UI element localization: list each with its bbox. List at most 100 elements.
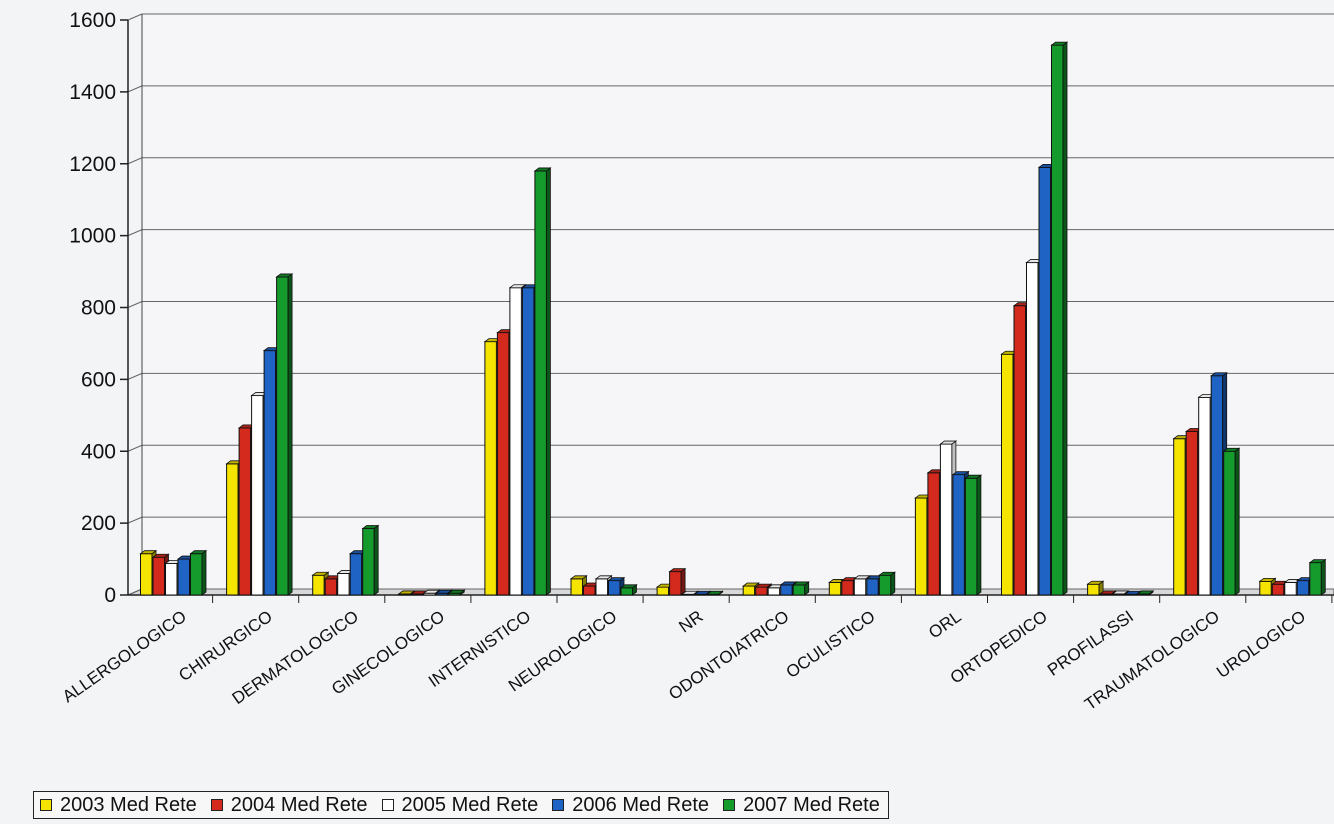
bar-top: [1086, 580, 1105, 585]
bar-top: [361, 525, 380, 529]
bar-top: [569, 575, 588, 580]
bar-top: [435, 589, 453, 594]
legend-swatch: [381, 799, 394, 811]
y-tick-label: 0: [104, 584, 116, 607]
bar-front: [866, 578, 879, 596]
x-tick-label: ORL: [925, 607, 965, 643]
bar-front: [755, 586, 768, 596]
bar-top: [151, 553, 170, 558]
y-tick-label: 400: [81, 440, 116, 463]
bar-top: [951, 471, 970, 476]
bar-front: [1284, 581, 1297, 596]
bar-top: [275, 273, 294, 278]
bar-front: [152, 556, 165, 596]
bar-side: [287, 273, 293, 596]
legend-label: 2006 Med Rete: [572, 793, 710, 816]
legend-label: 2004 Med Rete: [230, 793, 368, 816]
legend-item: 2003 Med Rete: [40, 794, 197, 817]
bar-front: [939, 443, 953, 596]
bar-side: [890, 571, 896, 596]
bar-top: [693, 590, 712, 595]
bar-front: [324, 578, 338, 596]
bar-front: [952, 474, 965, 596]
legend-item: 2005 Med Rete: [381, 793, 539, 817]
bar-front: [1223, 450, 1236, 596]
bar-top: [668, 568, 687, 573]
bar-front: [1210, 375, 1224, 596]
legend: 2003 Med Rete 2004 Med Rete 2005 Med Rete 2…: [33, 791, 889, 819]
legend-swatch: [40, 799, 52, 811]
bar-front: [312, 574, 325, 596]
gridline-diagonal: [127, 588, 143, 596]
gridline-diagonal: [127, 372, 143, 380]
bar-front: [595, 578, 608, 596]
y-tick-label: 200: [81, 512, 116, 535]
bar-top: [1222, 447, 1241, 452]
bar: [1086, 580, 1105, 596]
bar-side: [1320, 558, 1326, 596]
bar-front: [140, 553, 153, 596]
y-tick-label: 1000: [69, 225, 116, 248]
bar-top: [1136, 590, 1155, 595]
bar-front: [534, 170, 547, 596]
bar-front: [853, 578, 867, 596]
bar: [964, 474, 983, 596]
y-tick-label: 1600: [69, 9, 116, 32]
bar-front: [792, 584, 806, 596]
bar-front: [263, 350, 277, 596]
bar-top: [792, 581, 810, 586]
bar-top: [311, 571, 330, 576]
bar-front: [1259, 580, 1272, 596]
bar-front: [509, 287, 522, 596]
bar-front: [1309, 562, 1322, 596]
bar: [1050, 41, 1069, 596]
bar-side: [373, 524, 379, 596]
gridline-diagonal: [127, 444, 143, 452]
legend-label: 2003 Med Rete: [60, 793, 197, 816]
bar-front: [226, 463, 239, 596]
bar-top: [853, 575, 871, 580]
bar-top: [1050, 41, 1069, 46]
x-tick-label: UROLOGICO: [1213, 607, 1309, 682]
bar: [189, 549, 208, 596]
bar-top: [139, 550, 158, 555]
bar-front: [521, 287, 535, 596]
bar-side: [1234, 447, 1240, 596]
bar-front: [1051, 44, 1064, 596]
y-tick-label: 1200: [69, 153, 116, 176]
bar: [1136, 590, 1155, 596]
bar-top: [533, 167, 552, 172]
legend-item: 2004 Med Rete: [210, 793, 368, 817]
bar-top: [594, 575, 613, 580]
bar-front: [669, 571, 682, 596]
y-tick-label: 800: [81, 297, 116, 320]
bar-front: [496, 332, 510, 596]
bar-front: [362, 528, 375, 596]
bar-front: [1185, 430, 1199, 596]
legend-label: 2007 Med Rete: [743, 793, 880, 816]
legend-swatch: [723, 799, 736, 811]
bar-front: [620, 587, 633, 596]
bar-front: [349, 553, 363, 596]
bar-front: [251, 395, 264, 596]
bar-top: [1209, 372, 1228, 377]
bar-front: [484, 341, 497, 596]
bar-front: [583, 585, 596, 596]
bar-front: [1271, 583, 1285, 596]
y-tick-label: 600: [81, 368, 116, 391]
bar-front: [1038, 166, 1051, 596]
bar-front: [337, 572, 350, 596]
bar: [1222, 447, 1241, 596]
gridlines: [127, 13, 1334, 596]
bar-top: [878, 571, 896, 576]
x-tick-label: ALLERGOLOGICO: [59, 607, 190, 707]
legend-label: 2005 Med Rete: [401, 793, 539, 816]
bars: [139, 41, 1327, 596]
bar-front: [608, 580, 621, 596]
legend-item: 2006 Med Rete: [552, 794, 709, 817]
bar-front: [927, 472, 940, 596]
bar-top: [1098, 590, 1117, 595]
bar-front: [177, 558, 190, 596]
legend-swatch: [210, 799, 223, 811]
